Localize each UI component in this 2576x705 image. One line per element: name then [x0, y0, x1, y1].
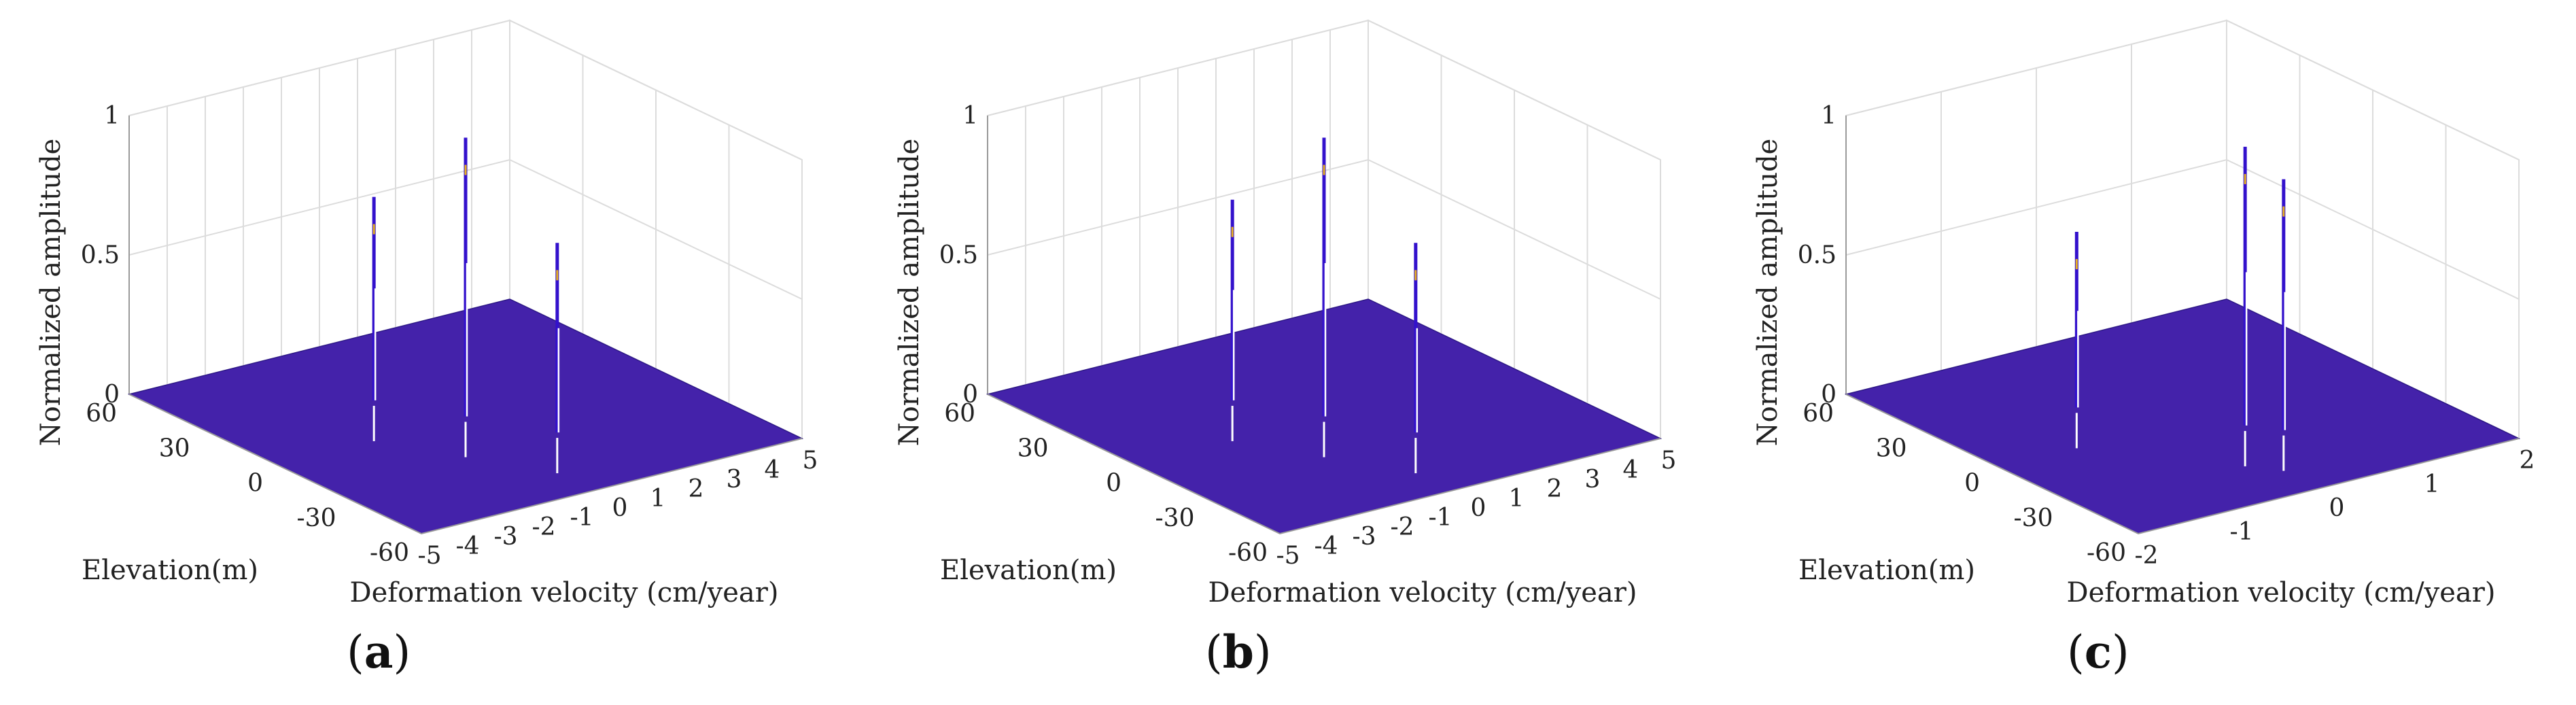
- x-tick-label-1: -1: [2229, 518, 2253, 546]
- y-tick-label-3: -30: [297, 504, 336, 532]
- x-tick-label-0: -5: [417, 542, 441, 570]
- x-tick-label-7: 2: [1547, 475, 1563, 503]
- x-tick-label-7: 2: [689, 475, 704, 503]
- z-tick-label-0: 0: [962, 381, 978, 409]
- grid-z-1: [1845, 158, 2520, 300]
- x-tick-label-9: 4: [765, 456, 780, 484]
- front-edges: [987, 394, 1661, 535]
- z-axis-title: Normalized amplitude: [894, 139, 925, 447]
- grid-z-1: [128, 158, 803, 300]
- x-tick-label-6: 1: [650, 485, 666, 513]
- y-tick-label-0: 60: [944, 400, 975, 428]
- z-axis-title: Normalized amplitude: [1752, 139, 1783, 447]
- panel-a: 0 0.5 1 60 30 0 -30 -60 -5 -4 -3 -2 -1 0 1 2 3 4 5 Normaliz…: [0, 0, 858, 705]
- y-tick-label-3: -30: [1155, 504, 1195, 532]
- z-axis-title: Normalized amplitude: [35, 139, 67, 447]
- x-tick-label-10: 5: [803, 447, 818, 475]
- y-tick-label-3: -30: [2014, 504, 2053, 532]
- y-axis-title: Elevation(m): [82, 555, 258, 586]
- y-tick-label-2: 0: [247, 470, 263, 498]
- grid-z-2: [987, 19, 1661, 160]
- x-axis-title: Deformation velocity (cm/year): [1208, 577, 1637, 608]
- x-tick-label-4: -1: [1428, 504, 1452, 532]
- panel-b: 0 0.5 1 60 30 0 -30 -60 -5 -4 -3 -2 -1 0 1 2 3 4 5 Normaliz…: [858, 0, 1717, 705]
- z-tick-label-2: 1: [962, 102, 978, 130]
- y-tick-label-2: 0: [1964, 470, 1980, 498]
- caption-a: (a): [347, 625, 411, 678]
- y-tick-label-2: 0: [1106, 470, 1121, 498]
- caption-b: (b): [1205, 625, 1272, 678]
- x-tick-label-2: -3: [493, 523, 517, 551]
- x-tick-label-0: -2: [2134, 542, 2158, 570]
- x-tick-label-2: -3: [1352, 523, 1376, 551]
- y-tick-label-1: 30: [1017, 434, 1049, 462]
- chart-c: 0 0.5 1 60 30 0 -30 -60 -2 -1 0 1 2 Normalized amplit…: [1752, 19, 2535, 608]
- z-tick-label-2: 1: [1821, 102, 1837, 130]
- caption-c: (c): [2067, 625, 2129, 678]
- y-tick-label-1: 30: [1876, 434, 1907, 462]
- z-tick-label-1: 0.5: [939, 241, 978, 269]
- x-tick-label-3: 1: [2424, 470, 2440, 498]
- grid-z-1: [987, 158, 1661, 300]
- x-tick-label-6: 1: [1509, 485, 1525, 513]
- front-edges: [1845, 394, 2520, 535]
- front-edges: [128, 394, 803, 535]
- x-tick-label-8: 3: [727, 466, 742, 494]
- y-tick-label-4: -60: [1228, 539, 1268, 567]
- y-tick-label-1: 30: [159, 434, 190, 462]
- x-tick-label-4: -1: [570, 504, 593, 532]
- x-tick-label-3: -2: [532, 513, 555, 541]
- x-tick-label-2: 0: [2329, 494, 2345, 522]
- x-tick-label-4: 2: [2520, 447, 2535, 475]
- z-tick-label-1: 0.5: [81, 241, 120, 269]
- x-tick-label-1: -4: [1314, 532, 1338, 560]
- x-tick-label-5: 0: [1471, 494, 1486, 522]
- z-tick-label-1: 0.5: [1798, 241, 1837, 269]
- x-tick-label-9: 4: [1623, 456, 1639, 484]
- z-tick-label-0: 0: [104, 381, 120, 409]
- grid-z-2: [1845, 19, 2520, 160]
- x-tick-label-3: -2: [1390, 513, 1414, 541]
- x-tick-label-10: 5: [1661, 447, 1677, 475]
- x-axis-title: Deformation velocity (cm/year): [2067, 577, 2496, 608]
- grid-z-2: [128, 19, 803, 160]
- panel-c: 0 0.5 1 60 30 0 -30 -60 -2 -1 0 1 2 Normalized amplit…: [1717, 0, 2575, 705]
- x-tick-label-8: 3: [1585, 466, 1601, 494]
- x-tick-label-0: -5: [1276, 542, 1300, 570]
- y-axis-title: Elevation(m): [1798, 555, 1975, 586]
- y-tick-label-4: -60: [370, 539, 409, 567]
- y-tick-label-4: -60: [2087, 539, 2126, 567]
- x-axis-title: Deformation velocity (cm/year): [350, 577, 779, 608]
- axes-c: 0 0.5 1 60 30 0 -30 -60 -2 -1 0 1 2 Normalized amplit…: [1752, 19, 2535, 608]
- x-tick-label-5: 0: [612, 494, 628, 522]
- z-tick-label-2: 1: [104, 102, 120, 130]
- x-tick-label-1: -4: [455, 532, 479, 560]
- y-tick-label-0: 60: [1803, 400, 1834, 428]
- z-tick-label-0: 0: [1821, 381, 1837, 409]
- y-tick-label-0: 60: [86, 400, 117, 428]
- y-axis-title: Elevation(m): [940, 555, 1117, 586]
